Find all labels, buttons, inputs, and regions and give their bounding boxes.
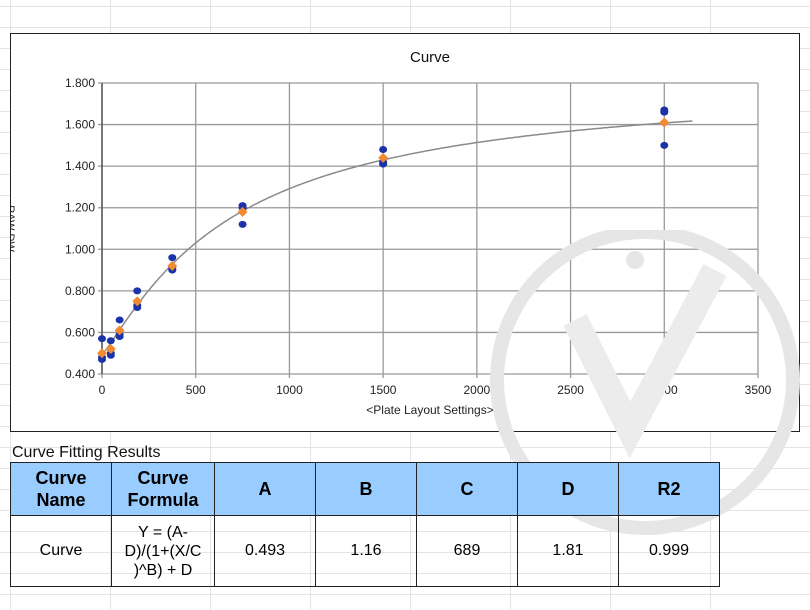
chart[interactable]: Curve 0 500 1000 1500 2000 2500 3000 3500 0.400 0.… [10,33,800,432]
x-tick-label: 3000 [651,383,678,397]
table-row: Curve Y = (A- D)/(1+(X/C)^B) + D 0.493 1.… [10,515,720,587]
x-tick-label: 1000 [276,383,303,397]
x-tick-label: 2500 [557,383,584,397]
x-tick-label: 0 [99,383,106,397]
mean-point [378,152,389,163]
replicate-point [168,254,177,262]
x-tick-label: 3500 [745,383,772,397]
cell-a: 0.493 [214,515,316,587]
replicate-point [660,141,669,149]
replicate-point [98,335,106,343]
replicate-point [379,146,388,154]
cell-curve-formula: Y = (A- D)/(1+(X/C)^B) + D [111,515,215,587]
header-d: D [517,462,619,516]
y-tick-label: 1.000 [65,242,95,256]
mean-point [97,348,107,359]
mean-point [105,344,116,355]
chart-title: Curve [410,49,450,66]
x-tick-label: 1500 [370,383,397,397]
cell-b: 1.16 [315,515,417,587]
mean-point [237,206,248,217]
replicate-point [660,108,669,116]
x-axis-label: <Plate Layout Settings> [366,403,493,417]
replicate-point [133,287,142,295]
header-c: C [416,462,518,516]
x-tick-label: 2000 [464,383,491,397]
y-tick-label: 0.600 [65,325,95,339]
mean-point [659,117,670,128]
table-header-row: Curve Name Curve Formula A B C D R2 [10,462,720,516]
y-tick-label: 0.400 [65,367,95,381]
x-tick-label: 500 [186,383,206,397]
y-tick-label: 1.600 [65,118,95,132]
header-b: B [315,462,417,516]
y-tick-label: 1.800 [65,76,95,90]
header-a: A [214,462,316,516]
curve-fitting-results-table: Curve Name Curve Formula A B C D R2 Curve … [10,462,720,587]
cell-c: 689 [416,515,518,587]
fit-curve [101,120,693,356]
cell-d: 1.81 [517,515,619,587]
mean-point [132,296,143,307]
header-curve-formula: Curve Formula [111,462,215,516]
mean-point [114,325,125,336]
y-tick-label: 1.200 [65,201,95,215]
y-axis-label: RAW DW [11,205,16,252]
mean-point [167,260,178,271]
header-r2: R2 [618,462,720,516]
cell-curve-name: Curve [10,515,112,587]
cell-r2: 0.999 [618,515,720,587]
replicate-point [115,316,124,324]
y-tick-label: 1.400 [65,159,95,173]
chart-svg: Curve 0 500 1000 1500 2000 2500 3000 3500 0.400 0.… [11,49,772,417]
y-tick-label: 0.800 [65,284,95,298]
replicate-point [106,337,115,345]
header-curve-name: Curve Name [10,462,112,516]
results-title: Curve Fitting Results [12,444,161,461]
replicate-point [238,220,247,228]
